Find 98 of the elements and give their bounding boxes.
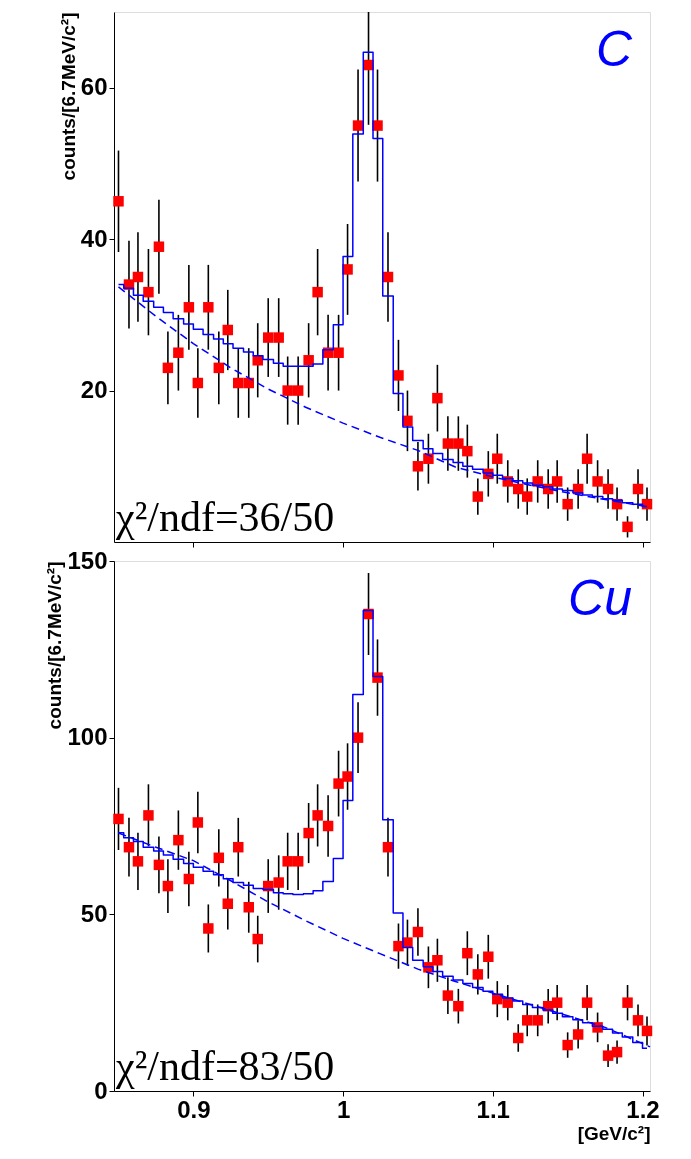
point [622,997,633,1008]
point [462,445,473,457]
point [213,852,225,864]
point [483,951,494,962]
y-tick-label: 20 [80,376,108,404]
point [143,286,154,298]
y-axis-title: counts/[6.7MeV/c²] [44,561,66,730]
point [173,347,184,358]
point [292,385,304,396]
point [252,933,263,945]
point [273,332,284,343]
y-tick-label: 100 [67,723,108,751]
point [641,1025,653,1037]
point [203,923,214,934]
point [132,856,144,867]
point [551,476,563,487]
point [173,834,184,846]
point [393,370,404,381]
y-tick-label: 150 [67,546,108,574]
point [551,997,563,1008]
point [521,491,533,502]
point [442,990,454,1001]
point [292,856,304,867]
point [602,483,614,495]
point [153,241,165,252]
point [322,820,334,832]
point [492,453,503,464]
point [432,392,443,404]
point [382,271,394,283]
y-axis-title: counts/[6.7MeV/c²] [57,12,79,181]
point [352,120,364,131]
point [233,841,244,853]
point [153,859,165,871]
point [132,271,144,283]
point [562,498,573,510]
y-tick-label: 40 [80,224,108,252]
point [222,324,234,336]
point [632,483,644,495]
x-axis-title: [GeV/c²] [577,1122,651,1144]
x-tick-label: 1.2 [626,1095,660,1123]
point [472,491,484,502]
point [303,827,314,839]
point [432,955,443,966]
point [453,438,464,449]
point [562,1039,573,1051]
point [352,732,364,743]
point [521,1015,533,1026]
point [123,841,135,853]
point [243,902,254,913]
point [262,332,274,343]
point [233,377,244,389]
chart-title: C [595,21,633,77]
point [513,1032,524,1044]
point [192,817,204,828]
point [472,969,484,980]
point [143,810,154,821]
point [602,1050,614,1061]
x-tick-label: 1 [336,1095,351,1123]
point [183,873,195,885]
point [303,355,314,366]
point [222,898,234,909]
y-tick-label: 50 [80,899,108,927]
point [312,810,323,821]
point [611,1046,623,1058]
point [312,286,323,298]
point [412,461,424,472]
point [203,302,214,313]
point [113,196,124,207]
point [412,926,424,938]
point [462,947,473,959]
point [532,1015,543,1026]
point [282,385,293,396]
point [183,302,195,313]
point [572,1029,584,1040]
y-tick-label: 60 [80,73,108,101]
point [581,997,593,1008]
point [333,778,344,789]
point [333,347,344,358]
point [273,877,284,888]
x-tick-label: 1.1 [476,1095,510,1123]
y-tick-label: 0 [94,1076,108,1104]
point [632,1015,644,1026]
point [113,813,124,825]
point [213,362,225,374]
annotation: χ²/ndf=36/50 [115,494,335,540]
point [581,453,593,464]
point [162,880,174,892]
point [342,771,353,782]
point [453,1000,464,1012]
point [592,476,603,487]
point [282,856,293,867]
point [622,521,633,533]
x-tick-label: 0.9 [177,1095,211,1123]
point [192,377,204,389]
point [442,438,454,449]
point [162,362,174,374]
chart-title: Cu [568,570,632,626]
annotation: χ²/ndf=83/50 [115,1043,335,1089]
